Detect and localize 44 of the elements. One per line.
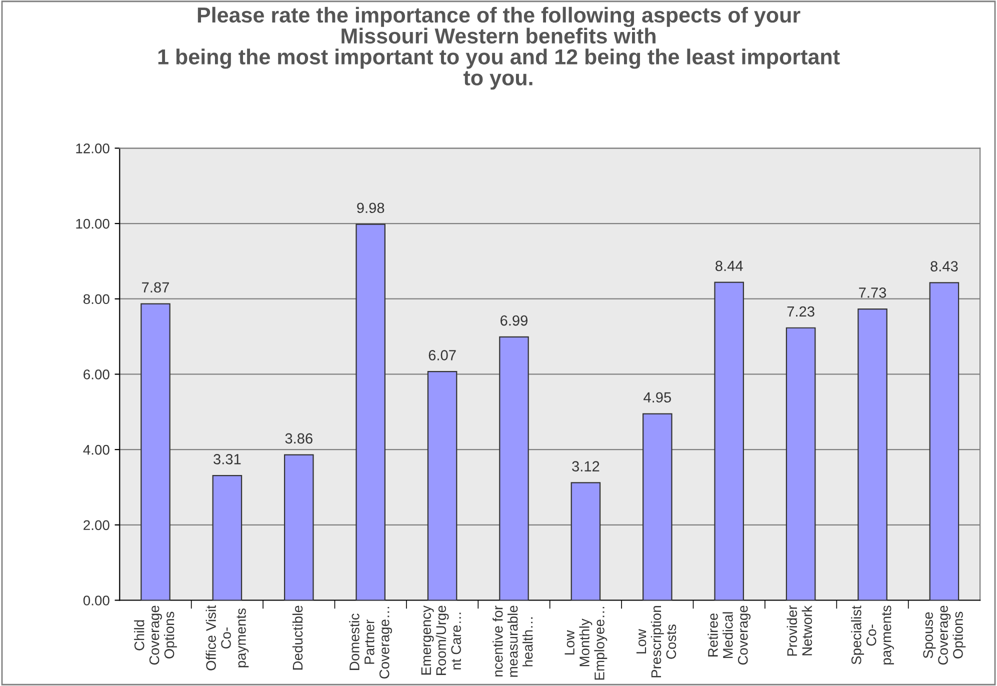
bar — [427, 371, 458, 600]
chart-title: Please rate the importance of the following aspects of your Missouri Western benefits with 1 being the most important to you and 12 being the least important to you. — [158, 6, 840, 90]
y-tick-label: 10.00 — [76, 218, 110, 229]
data-label: 8.44 — [716, 260, 743, 272]
y-tick-label: 0.00 — [83, 596, 110, 606]
x-tick-label: Emergency Room/Urge nt Care… — [421, 606, 461, 675]
data-label: 3.31 — [214, 454, 241, 464]
y-tick-label: 8.00 — [83, 294, 110, 304]
data-label: 8.43 — [930, 261, 958, 272]
data-label: 7.87 — [142, 282, 169, 293]
data-label: 3.86 — [285, 433, 312, 444]
bar — [140, 303, 170, 600]
bar — [499, 336, 529, 600]
data-label: 6.07 — [428, 350, 456, 360]
x-tick-label: Office Visit Co- payments — [206, 605, 249, 670]
bar — [786, 327, 816, 600]
x-tick-label: Domestic Partner Coverage… — [349, 606, 392, 679]
y-tick-label: 2.00 — [84, 520, 110, 530]
bar — [570, 482, 601, 600]
y-tick-label: 12.00 — [76, 144, 110, 154]
bar — [642, 413, 672, 600]
x-tick-label: Low Monthly Employee… — [564, 606, 608, 680]
data-label: 4.95 — [644, 392, 671, 403]
bar — [212, 475, 242, 600]
x-tick-label: Low Prescription Costs — [636, 606, 676, 678]
x-tick-label: Deductible — [292, 606, 303, 670]
x-tick-label: Spouse Coverage Options — [923, 606, 966, 665]
data-label: 3.12 — [572, 461, 600, 472]
y-tick-label: 4.00 — [83, 444, 110, 455]
data-label: 7.73 — [859, 287, 886, 298]
x-tick-label: Child Coverage Options — [134, 606, 177, 665]
bar — [858, 308, 888, 600]
bar — [284, 454, 314, 600]
y-tick-label: 6.00 — [84, 370, 110, 380]
bar — [356, 224, 386, 600]
x-tick-label: Specialist Co- payments — [851, 606, 894, 664]
bar — [714, 282, 744, 600]
x-tick-label: Retiree Medical Coverage — [708, 606, 751, 665]
data-label: 9.98 — [357, 202, 384, 214]
data-label: 7.23 — [787, 306, 814, 317]
x-tick-label: ncentive for measurable health… — [492, 606, 533, 677]
data-label: 6.99 — [500, 315, 528, 326]
x-tick-label: Provider Network — [786, 605, 812, 656]
bar — [929, 282, 960, 600]
